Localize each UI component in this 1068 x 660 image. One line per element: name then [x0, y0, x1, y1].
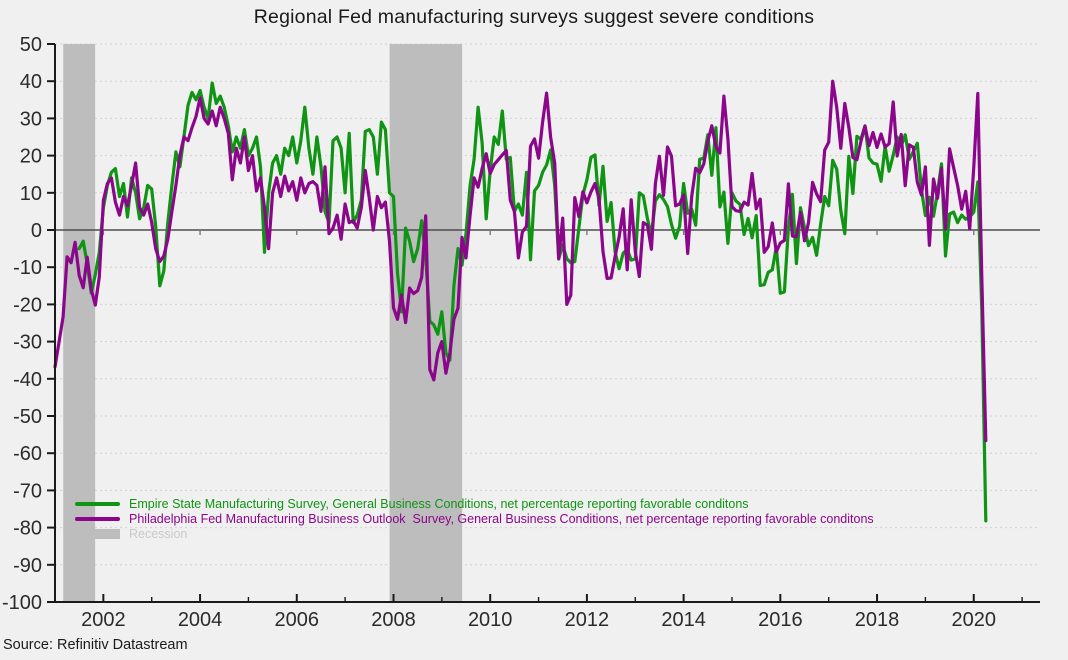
legend-label-recession: Recession: [129, 527, 188, 541]
y-tick-label: -100: [2, 592, 42, 614]
chart-legend: Empire State Manufacturing Survey, Gener…: [75, 497, 874, 541]
y-tick-label: -90: [13, 555, 42, 577]
y-tick-label: -80: [13, 518, 42, 540]
empire-series-line: [77, 81, 988, 523]
philly-series-line: [53, 79, 988, 443]
legend-label-empire: Empire State Manufacturing Survey, Gener…: [129, 497, 749, 511]
y-tick-label: -30: [13, 332, 42, 354]
y-tick-label: 0: [31, 220, 42, 242]
x-tick-label: 2016: [758, 609, 803, 631]
y-tick-label: -60: [13, 443, 42, 465]
y-tick-label: 30: [20, 108, 42, 130]
legend-label-philly: Philadelphia Fed Manufacturing Business …: [129, 512, 874, 526]
x-tick-label: 2012: [565, 609, 610, 631]
legend-swatch-empire: [75, 502, 120, 506]
recession-band: [63, 44, 96, 602]
y-tick-label: 50: [20, 34, 42, 56]
x-tick-label: 2010: [468, 609, 513, 631]
x-tick-label: 2002: [81, 609, 126, 631]
y-tick-label: 10: [20, 183, 42, 205]
x-tick-label: 2014: [661, 609, 706, 631]
y-tick-label: -70: [13, 480, 42, 502]
x-tick-label: 2020: [952, 609, 997, 631]
y-tick-label: -50: [13, 406, 42, 428]
legend-item-philly: Philadelphia Fed Manufacturing Business …: [75, 512, 874, 526]
y-tick-label: -40: [13, 369, 42, 391]
y-tick-label: 40: [20, 71, 42, 93]
x-tick-label: 2006: [275, 609, 320, 631]
y-tick-label: 20: [20, 146, 42, 168]
recession-band: [389, 44, 463, 602]
x-tick-label: 2008: [371, 609, 416, 631]
legend-swatch-recession: [75, 529, 120, 539]
source-note: Source: Refinitiv Datastream: [3, 637, 188, 653]
legend-item-recession: Recession: [75, 527, 874, 541]
x-tick-label: 2018: [855, 609, 900, 631]
legend-item-empire: Empire State Manufacturing Survey, Gener…: [75, 497, 874, 511]
legend-swatch-philly: [75, 517, 120, 521]
y-tick-label: -20: [13, 294, 42, 316]
page-title: Regional Fed manufacturing surveys sugge…: [253, 6, 815, 28]
y-tick-label: -10: [13, 257, 42, 279]
x-tick-label: 2004: [178, 609, 223, 631]
